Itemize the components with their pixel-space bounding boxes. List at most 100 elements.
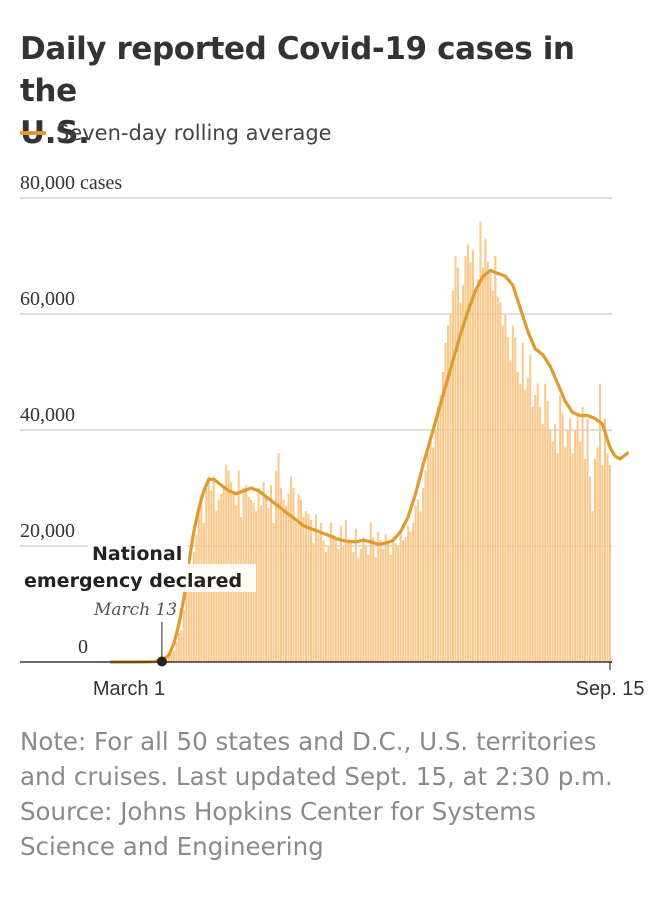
- bar: [489, 273, 492, 662]
- bar: [255, 511, 258, 662]
- bar: [312, 543, 315, 662]
- bar: [409, 531, 412, 662]
- bar: [464, 256, 467, 662]
- bar: [225, 464, 228, 662]
- bar: [546, 401, 549, 662]
- bar: [599, 383, 602, 662]
- bar: [354, 528, 357, 662]
- bar: [442, 372, 445, 662]
- annotation-bg: [88, 538, 188, 564]
- bar: [427, 453, 430, 662]
- bar: [379, 540, 382, 662]
- bar: [362, 537, 365, 662]
- annotation-dot: [156, 656, 167, 667]
- bar: [451, 290, 455, 662]
- bar: [357, 557, 360, 662]
- bar: [332, 534, 335, 662]
- bar: [444, 343, 447, 662]
- bar: [516, 372, 519, 662]
- bar: [299, 499, 302, 662]
- bar: [177, 633, 180, 662]
- bar: [277, 453, 280, 662]
- bar: [484, 238, 487, 662]
- bar: [302, 517, 305, 662]
- bar: [556, 453, 559, 662]
- bar: [297, 493, 300, 662]
- bar: [437, 406, 440, 662]
- bar: [167, 656, 170, 662]
- note-line-1: Note: For all 50 states and D.C., U.S. t…: [20, 727, 597, 756]
- series-line: [137, 268, 629, 664]
- bar: [187, 586, 190, 662]
- y-tick-label: 40,000: [20, 404, 75, 426]
- bar: [337, 548, 340, 662]
- bar: [339, 525, 342, 662]
- bar: [175, 641, 178, 662]
- y-axis-labels: 0 20,000 40,000 60,000 80,000 cases: [20, 172, 122, 658]
- bar: [314, 514, 317, 662]
- bar: [285, 505, 288, 662]
- bar: [571, 453, 574, 662]
- bar: [541, 424, 544, 662]
- bar: [449, 314, 452, 662]
- bar: [367, 554, 370, 662]
- bar: [534, 395, 537, 662]
- bar: [521, 343, 524, 662]
- bar: [309, 519, 312, 662]
- x-axis: March 1 Sep. 15: [20, 661, 644, 700]
- bar: [601, 464, 604, 662]
- bar: [529, 354, 532, 662]
- y-tick-label: 0: [78, 636, 88, 658]
- bar: [399, 531, 402, 662]
- bar: [589, 476, 592, 662]
- bar: [304, 511, 307, 662]
- bar: [347, 540, 350, 662]
- bar: [280, 488, 283, 662]
- bar: [324, 551, 327, 662]
- bar: [506, 337, 509, 662]
- bar: [374, 557, 377, 662]
- bar: [364, 546, 367, 662]
- bar: [514, 337, 517, 662]
- bar: [576, 412, 579, 662]
- bar: [606, 453, 609, 662]
- bar: [476, 279, 479, 662]
- bar: [317, 534, 320, 662]
- bar: [481, 267, 484, 662]
- bar: [422, 488, 425, 662]
- bar: [287, 493, 290, 662]
- bar: [591, 511, 594, 662]
- chart-note: Note: For all 50 states and D.C., U.S. t…: [20, 724, 650, 864]
- bar: [402, 540, 405, 662]
- bar: [581, 406, 584, 662]
- annotation-title: emergency declared: [24, 570, 242, 592]
- annotation: National emergency declared March 13: [20, 538, 256, 667]
- chart-title-line1: Daily reported Covid-19 cases in the: [20, 31, 575, 109]
- bar: [412, 522, 415, 662]
- bar: [292, 488, 295, 662]
- legend-label: Seven-day rolling average: [56, 121, 332, 145]
- bar: [551, 441, 554, 662]
- bar: [536, 383, 539, 662]
- bar: [294, 522, 298, 662]
- bar: [170, 653, 173, 662]
- bar: [526, 377, 529, 662]
- bar: [474, 290, 477, 662]
- bar: [494, 256, 497, 662]
- cases-chart: 0 20,000 40,000 60,000 80,000 cases March 1 S…: [20, 172, 644, 700]
- bar: [172, 650, 175, 662]
- bar: [524, 389, 527, 662]
- bar: [260, 505, 263, 662]
- bar: [584, 459, 587, 662]
- bar: [185, 586, 188, 662]
- bar: [394, 543, 397, 662]
- bar: [608, 464, 612, 662]
- bar: [289, 476, 293, 662]
- bar: [511, 325, 514, 662]
- bar: [389, 554, 392, 662]
- chart-legend: Seven-day rolling average: [20, 118, 332, 148]
- note-line-4: Science and Engineering: [20, 832, 324, 861]
- bar: [267, 508, 270, 662]
- bar: [359, 548, 362, 662]
- bar: [195, 534, 198, 662]
